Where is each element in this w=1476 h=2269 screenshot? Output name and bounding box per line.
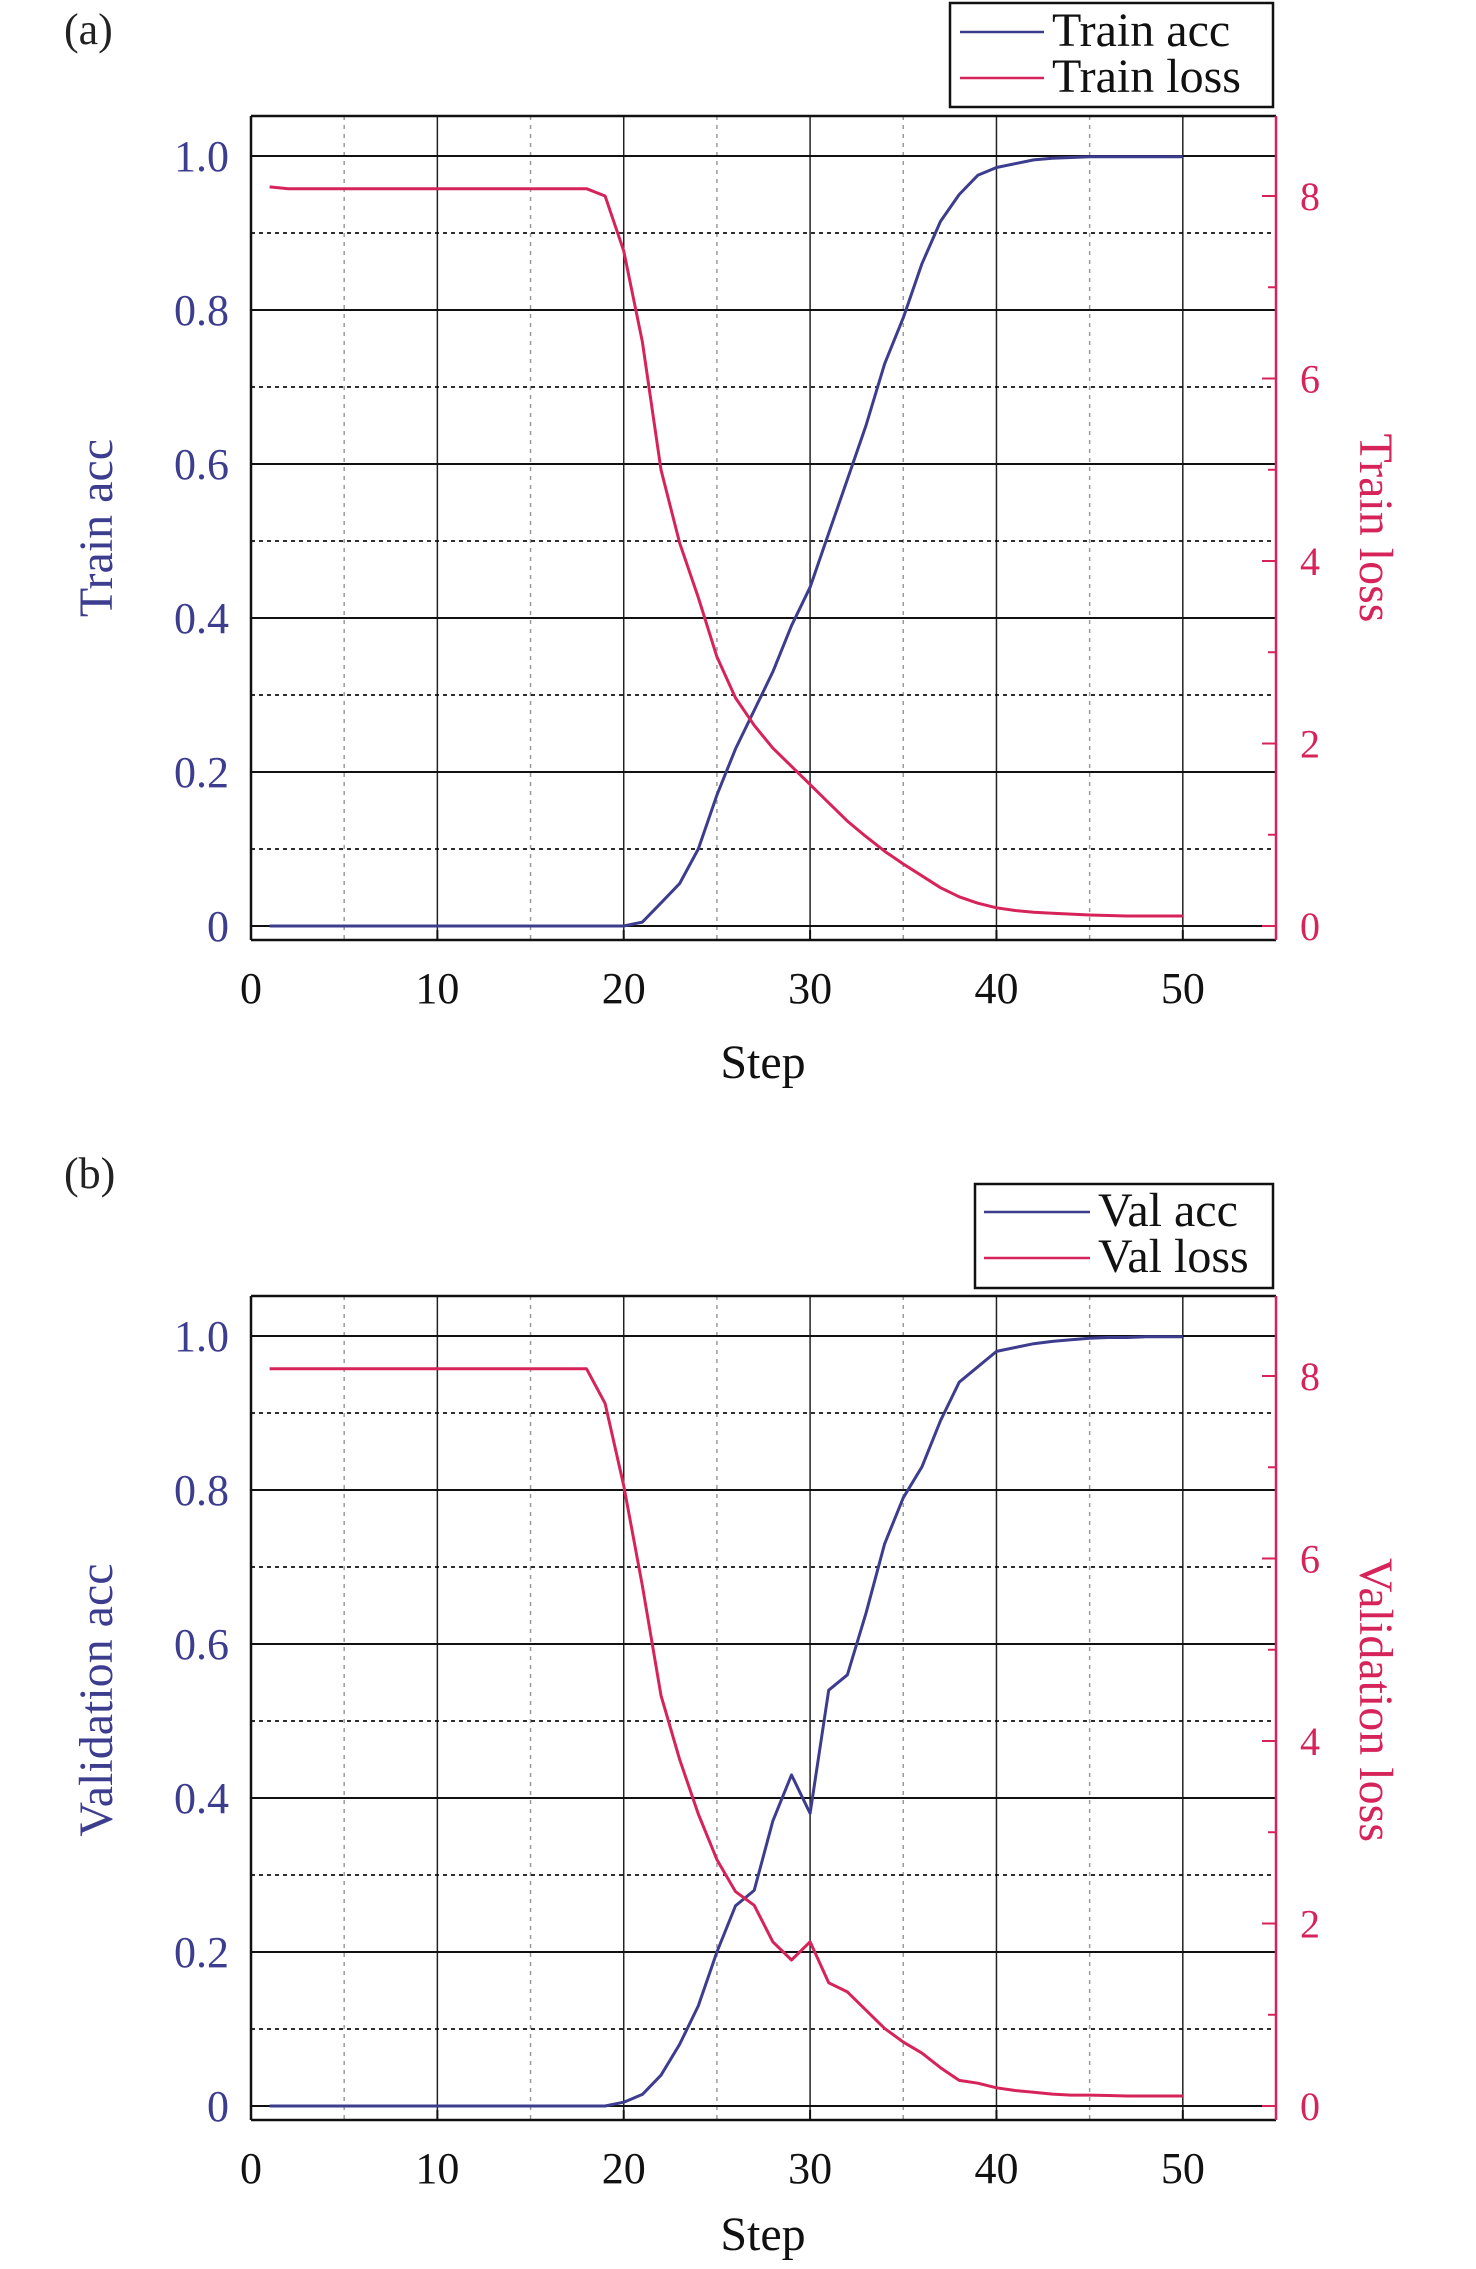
panel-a-right-axis-title: Train loss <box>1349 434 1402 623</box>
panel-b-x-tick-label-40: 40 <box>974 2144 1018 2193</box>
panel-b-right-tick-label-4: 8 <box>1300 1354 1320 1399</box>
panel-a-series-train-loss <box>269 185 1183 918</box>
panel-a-right-tick-label-1: 2 <box>1300 722 1320 767</box>
panel-a-label: (a) <box>64 5 113 54</box>
panel-b-x-tick-label-10: 10 <box>415 2144 459 2193</box>
panel-a-left-tick-label-1: 0.2 <box>174 748 229 797</box>
panel-b-right-axis-title: Validation loss <box>1349 1558 1402 1842</box>
panel-a-x-tick-label-0: 0 <box>240 964 262 1013</box>
panel-a-grid <box>251 116 1276 940</box>
panel-b-right-tick-label-2: 4 <box>1300 1719 1320 1764</box>
panel-a-legend-label-train-acc: Train acc <box>1052 4 1230 57</box>
panel-b-axes <box>249 1294 1278 2122</box>
panel-a: (a) 0 10 20 30 40 50 0 0.2 0.4 0.6 0.8 1.0 0 2 4 6 8 Ste… <box>64 1 1402 1089</box>
panel-b-left-tick-label-5: 1.0 <box>174 1312 229 1361</box>
panel-a-axes <box>249 114 1278 942</box>
panel-b: (b) 0 10 20 30 40 50 0 0.2 0.4 0.6 0.8 1.0 0 2 4 6 8 Ste… <box>64 1149 1402 2261</box>
panel-a-legend: Train acc Train loss <box>948 1 1275 109</box>
panel-b-legend: Val acc Val loss <box>973 1182 1275 1290</box>
panel-a-x-tick-label-30: 30 <box>788 964 832 1013</box>
panel-b-x-tick-label-50: 50 <box>1161 2144 1205 2193</box>
panel-a-right-tick-label-3: 6 <box>1300 357 1320 402</box>
panel-b-right-tick-label-1: 2 <box>1300 1902 1320 1947</box>
panel-a-series-train-acc <box>269 155 1183 928</box>
panel-a-right-tick-label-4: 8 <box>1300 174 1320 219</box>
panel-b-label: (b) <box>64 1149 115 1198</box>
panel-a-right-tick-label-0: 0 <box>1300 904 1320 949</box>
panel-b-series-val-loss <box>269 1367 1183 2098</box>
panel-a-x-axis-title: Step <box>720 1036 805 1089</box>
panel-b-left-axis-title: Validation acc <box>70 1563 123 1836</box>
panel-b-left-tick-label-3: 0.6 <box>174 1620 229 1669</box>
panel-a-series <box>269 155 1183 928</box>
panel-b-grid <box>251 1296 1276 2120</box>
panel-a-left-tick-label-0: 0 <box>207 902 229 951</box>
panel-a-ticks: 0 10 20 30 40 50 0 0.2 0.4 0.6 0.8 1.0 0 2 4 6 8 <box>174 132 1320 1013</box>
panel-b-left-tick-label-2: 0.4 <box>174 1774 229 1823</box>
panel-b-legend-label-val-acc: Val acc <box>1098 1184 1238 1237</box>
panel-a-x-tick-label-10: 10 <box>415 964 459 1013</box>
panel-a-left-tick-label-5: 1.0 <box>174 132 229 181</box>
panel-a-right-tick-label-2: 4 <box>1300 539 1320 584</box>
panel-b-x-axis-title: Step <box>720 2208 805 2261</box>
panel-a-x-tick-label-20: 20 <box>602 964 646 1013</box>
panel-a-x-tick-label-40: 40 <box>974 964 1018 1013</box>
panel-b-right-tick-label-0: 0 <box>1300 2084 1320 2129</box>
panel-b-series-val-acc <box>269 1335 1183 2108</box>
panel-b-series <box>269 1335 1183 2108</box>
panel-a-left-tick-label-4: 0.8 <box>174 286 229 335</box>
panel-b-legend-box <box>973 1182 1275 1290</box>
panel-b-left-tick-label-0: 0 <box>207 2082 229 2131</box>
panel-a-x-tick-label-50: 50 <box>1161 964 1205 1013</box>
panel-b-x-tick-label-30: 30 <box>788 2144 832 2193</box>
panel-a-left-tick-label-3: 0.6 <box>174 440 229 489</box>
panel-b-ticks: 0 10 20 30 40 50 0 0.2 0.4 0.6 0.8 1.0 0 2 4 6 8 <box>174 1312 1320 2193</box>
panel-b-x-tick-label-0: 0 <box>240 2144 262 2193</box>
panel-a-legend-label-train-loss: Train loss <box>1052 50 1241 103</box>
panel-b-left-tick-label-1: 0.2 <box>174 1928 229 1977</box>
panel-b-legend-label-val-loss: Val loss <box>1098 1230 1249 1283</box>
panel-a-left-axis-title: Train acc <box>70 439 123 617</box>
panel-a-legend-box <box>948 1 1275 109</box>
panel-b-right-tick-label-3: 6 <box>1300 1537 1320 1582</box>
panel-b-left-tick-label-4: 0.8 <box>174 1466 229 1515</box>
panel-a-left-tick-label-2: 0.4 <box>174 594 229 643</box>
panel-b-x-tick-label-20: 20 <box>602 2144 646 2193</box>
